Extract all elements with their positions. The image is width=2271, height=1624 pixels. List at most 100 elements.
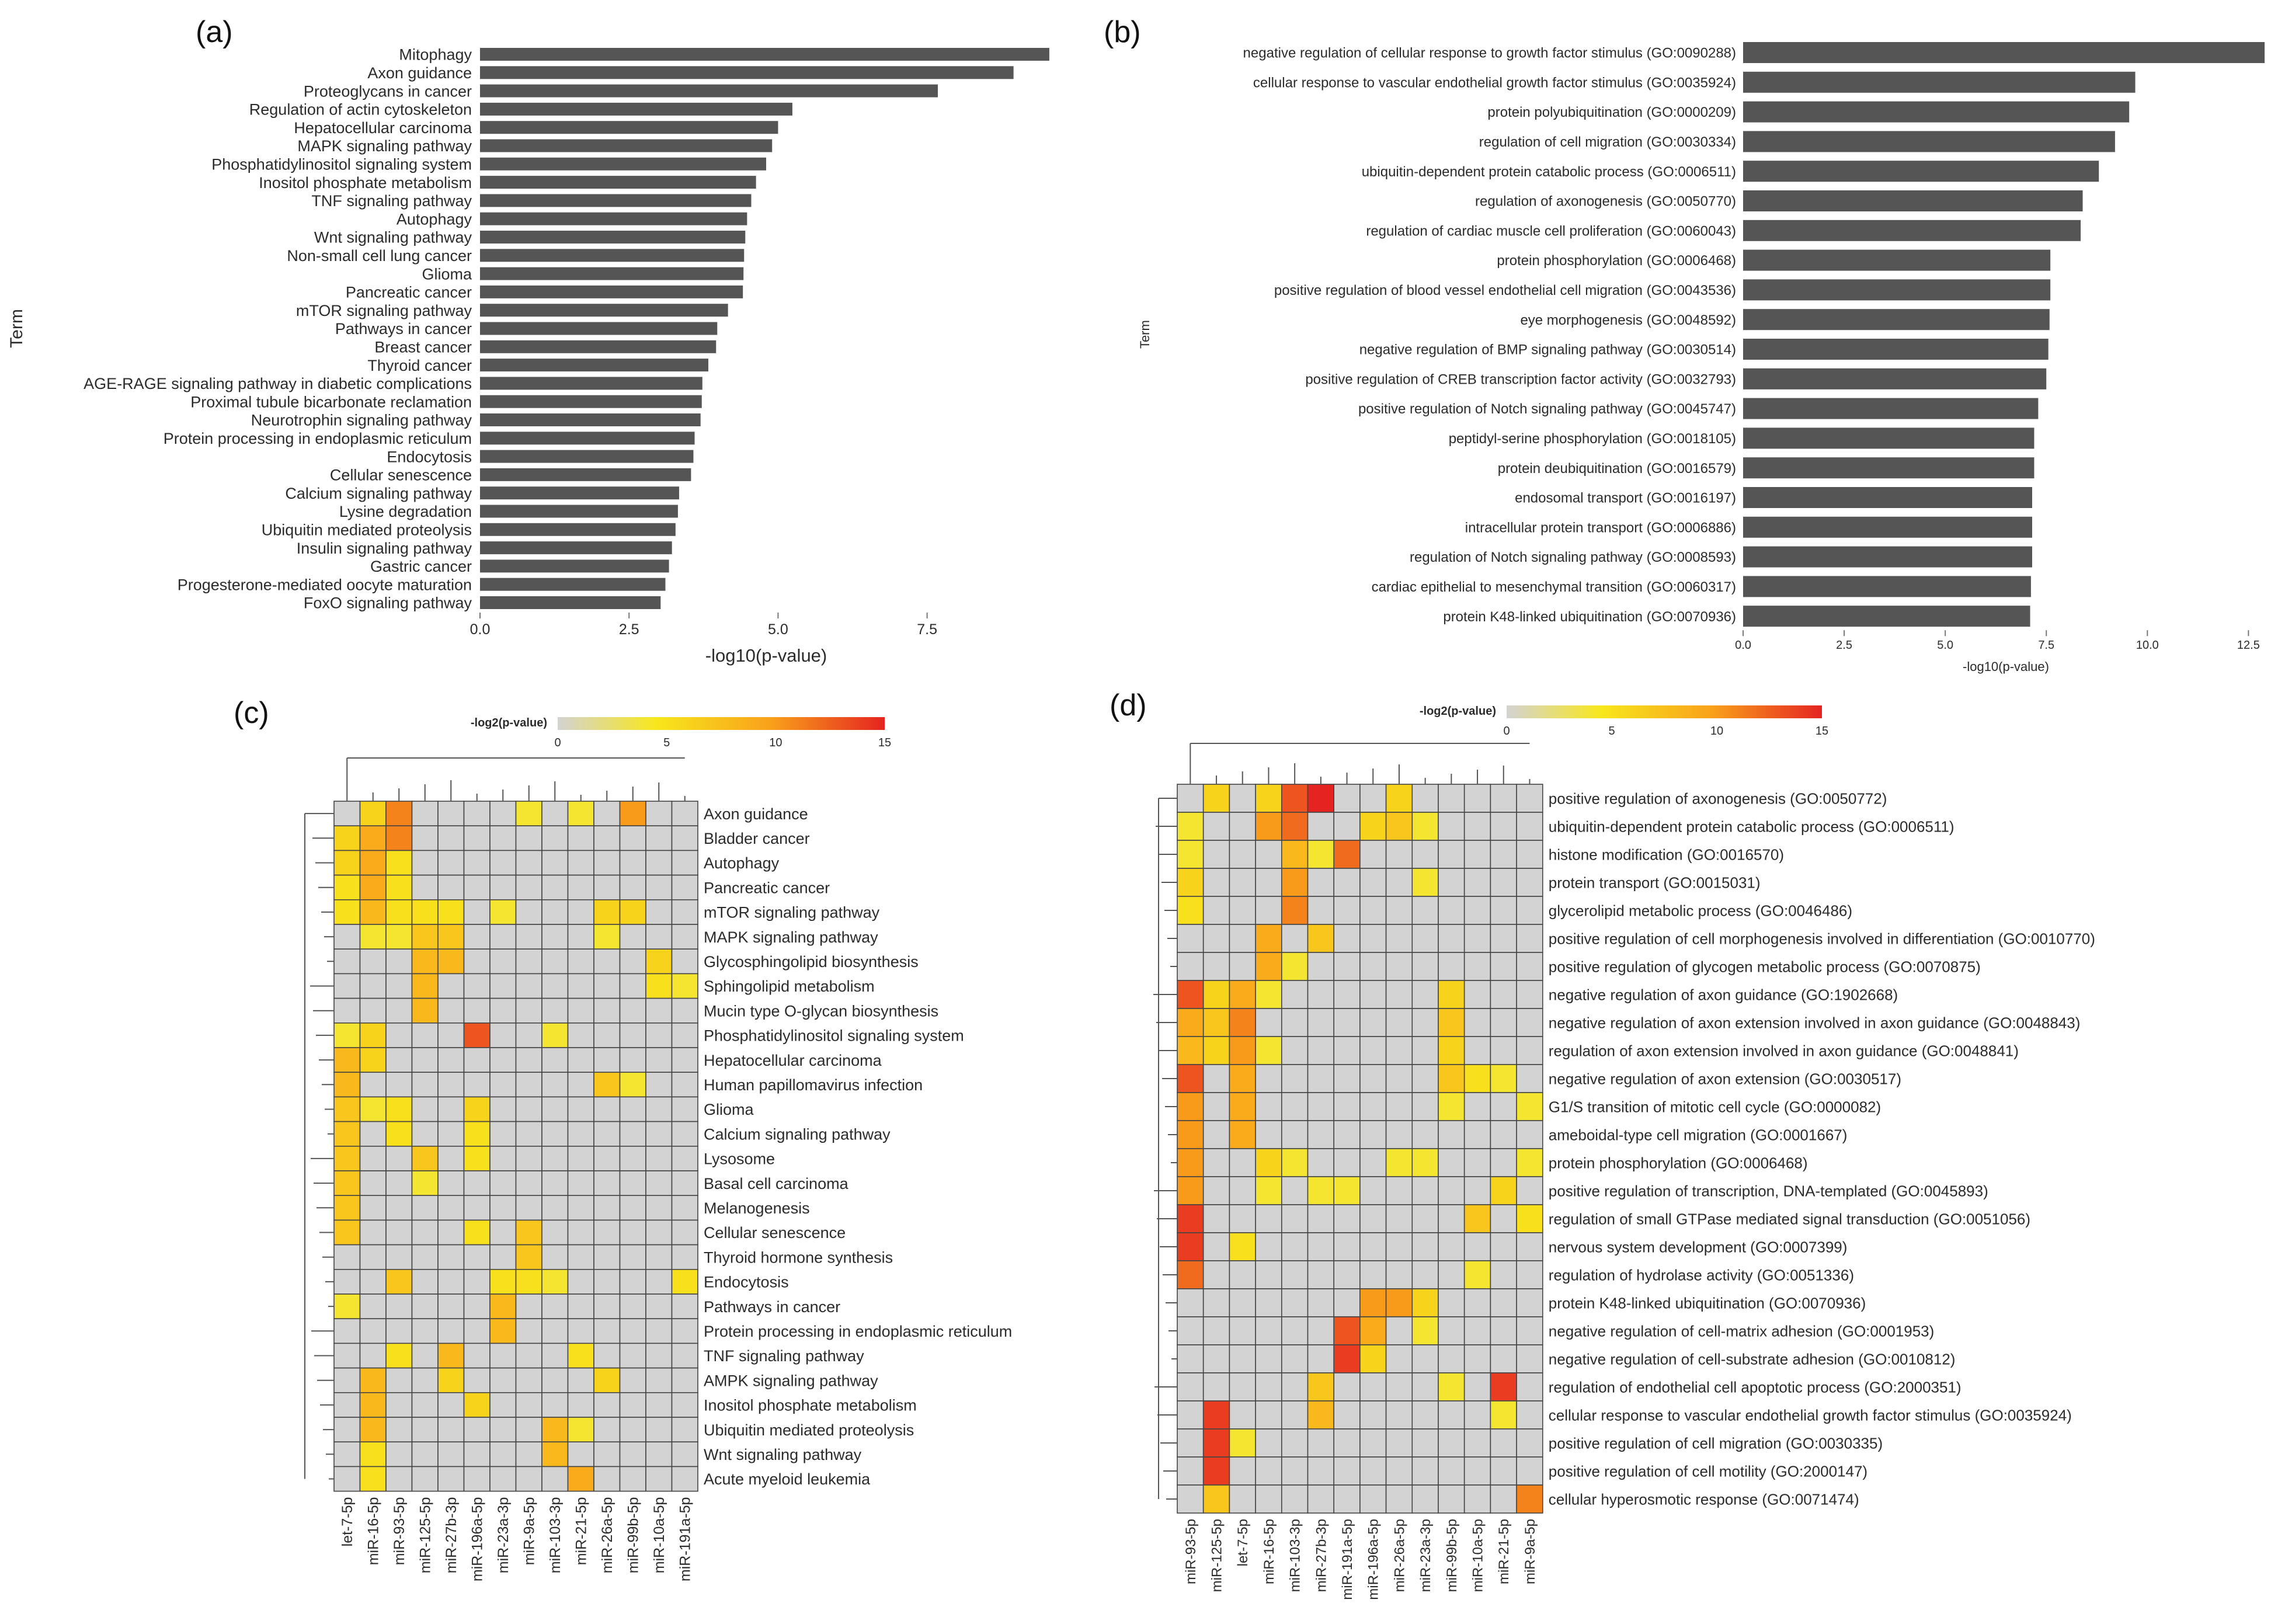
- bar-a-12: [480, 249, 745, 262]
- heat-cell-d-r8-c13: [1490, 980, 1517, 1009]
- heat-cell-d-r21-c4: [1255, 1344, 1282, 1373]
- col-label-d-8: miR-196a-5p: [1366, 1519, 1382, 1600]
- legend-tick-d-2: 5: [1608, 725, 1615, 738]
- heat-cell-c-r14-c6: [463, 1121, 491, 1147]
- heat-cell-c-r3-c10: [567, 850, 594, 876]
- heat-cell-c-r20-c3: [385, 1269, 413, 1295]
- heat-cell-d-r22-c13: [1490, 1372, 1517, 1402]
- heat-cell-d-r10-c6: [1307, 1036, 1335, 1065]
- heat-cell-c-r16-c4: [411, 1170, 439, 1197]
- heat-cell-d-r8-c10: [1411, 980, 1439, 1009]
- heat-cell-c-r6-c1: [333, 924, 361, 950]
- heat-cell-d-r8-c4: [1255, 980, 1282, 1009]
- x-axis-label-a: -log10(p-value): [705, 645, 827, 666]
- heat-cell-c-r17-c14: [671, 1195, 698, 1221]
- heat-cell-c-r20-c12: [619, 1269, 646, 1295]
- col-label-d-1: miR-93-5p: [1183, 1519, 1199, 1584]
- heat-cell-c-r12-c6: [463, 1072, 491, 1098]
- heat-cell-c-r13-c5: [437, 1096, 465, 1122]
- row-label-d-19: protein K48-linked ubiquitination (GO:00…: [1549, 1294, 1866, 1312]
- term-label-a-29: Gastric cancer: [370, 558, 472, 575]
- col-label-c-2: miR-16-5p: [366, 1497, 382, 1566]
- heat-cell-d-r22-c12: [1463, 1372, 1491, 1402]
- heat-cell-c-r8-c1: [333, 973, 361, 999]
- heat-cell-d-r25-c13: [1490, 1456, 1517, 1486]
- heat-cell-c-r5-c3: [385, 899, 413, 925]
- row-label-c-9: Mucin type O-glycan biosynthesis: [704, 1002, 938, 1020]
- heat-cell-d-r16-c7: [1333, 1204, 1361, 1233]
- heat-cell-d-r5-c6: [1307, 896, 1335, 925]
- heat-cell-c-r18-c10: [567, 1219, 594, 1246]
- heat-cell-d-r5-c3: [1229, 896, 1256, 925]
- heat-cell-c-r28-c14: [671, 1466, 698, 1492]
- heat-cell-d-r15-c9: [1385, 1176, 1413, 1205]
- row-label-d-24: positive regulation of cell migration (G…: [1549, 1434, 1883, 1452]
- heat-cell-d-r13-c4: [1255, 1120, 1282, 1149]
- heat-cell-c-r16-c14: [671, 1170, 698, 1197]
- heat-cell-d-r19-c7: [1333, 1288, 1361, 1317]
- heat-cell-c-r5-c13: [645, 899, 673, 925]
- heat-cell-d-r9-c13: [1490, 1008, 1517, 1037]
- heat-cell-d-r5-c1: [1177, 896, 1204, 925]
- heat-cell-d-r3-c5: [1281, 840, 1309, 869]
- heat-cell-c-r23-c13: [645, 1343, 673, 1369]
- term-label-a-2: Axon guidance: [367, 64, 472, 82]
- heat-cell-c-r18-c6: [463, 1219, 491, 1246]
- heat-cell-c-r22-c4: [411, 1318, 439, 1344]
- heat-cell-d-r18-c3: [1229, 1260, 1256, 1289]
- heat-cell-c-r27-c1: [333, 1441, 361, 1467]
- heat-cell-d-r12-c3: [1229, 1092, 1256, 1121]
- term-label-a-7: Phosphatidylinositol signaling system: [211, 156, 472, 173]
- heat-cell-d-r1-c9: [1385, 784, 1413, 813]
- heat-cell-d-r7-c6: [1307, 952, 1335, 981]
- heat-cell-d-r25-c7: [1333, 1456, 1361, 1486]
- term-label-a-14: Pancreatic cancer: [346, 284, 472, 301]
- heat-cell-d-r11-c9: [1385, 1064, 1413, 1093]
- term-label-b-19: cardiac epithelial to mesenchymal transi…: [1372, 579, 1736, 595]
- heat-cell-c-r18-c12: [619, 1219, 646, 1246]
- bar-b-15: [1743, 457, 2034, 479]
- heat-cell-c-r10-c10: [567, 1023, 594, 1048]
- heat-cell-d-r14-c12: [1463, 1148, 1491, 1177]
- heat-cell-d-r11-c3: [1229, 1064, 1256, 1093]
- heat-cell-c-r4-c3: [385, 874, 413, 900]
- heat-cell-c-r12-c10: [567, 1072, 594, 1098]
- heat-cell-c-r27-c4: [411, 1441, 439, 1467]
- panel-label-d: (d): [1110, 688, 1147, 722]
- heat-cell-d-r18-c9: [1385, 1260, 1413, 1289]
- term-label-a-15: mTOR signaling pathway: [296, 302, 472, 319]
- heat-cell-d-r10-c4: [1255, 1036, 1282, 1065]
- row-label-d-15: positive regulation of transcription, DN…: [1549, 1182, 1988, 1199]
- heat-cell-c-r25-c14: [671, 1392, 698, 1418]
- heat-cell-c-r10-c12: [619, 1023, 646, 1048]
- heat-cell-c-r4-c9: [541, 874, 569, 900]
- row-label-d-21: negative regulation of cell-substrate ad…: [1549, 1350, 1956, 1368]
- heat-cell-d-r25-c5: [1281, 1456, 1309, 1486]
- heat-cell-d-r2-c4: [1255, 812, 1282, 841]
- term-label-b-12: positive regulation of CREB transcriptio…: [1305, 371, 1736, 387]
- heat-cell-c-r22-c12: [619, 1318, 646, 1344]
- heat-cell-c-r21-c11: [593, 1293, 621, 1320]
- heat-cell-c-r19-c2: [359, 1244, 387, 1270]
- heat-cell-c-r17-c1: [333, 1195, 361, 1221]
- heat-cell-c-r9-c2: [359, 997, 387, 1024]
- panel-label-c: (c): [234, 696, 269, 730]
- col-label-c-11: miR-26a-5p: [599, 1497, 615, 1574]
- heat-cell-d-r1-c6: [1307, 784, 1335, 813]
- heat-cell-c-r13-c14: [671, 1096, 698, 1122]
- heat-cell-c-r1-c6: [463, 801, 491, 827]
- heat-cell-d-r4-c13: [1490, 868, 1517, 897]
- heat-cell-d-r4-c2: [1202, 868, 1230, 897]
- heat-cell-d-r12-c2: [1202, 1092, 1230, 1121]
- heat-cell-d-r22-c8: [1359, 1372, 1387, 1402]
- heat-cell-c-r2-c11: [593, 825, 621, 851]
- heat-cell-d-r2-c5: [1281, 812, 1309, 841]
- heat-cell-c-r13-c3: [385, 1096, 413, 1122]
- heat-cell-d-r17-c2: [1202, 1232, 1230, 1261]
- heat-cell-c-r4-c4: [411, 874, 439, 900]
- heat-cell-d-r8-c3: [1229, 980, 1256, 1009]
- x-tick-label-b-5: 10.0: [2136, 639, 2159, 652]
- heat-cell-d-r13-c6: [1307, 1120, 1335, 1149]
- term-label-a-3: Proteoglycans in cancer: [304, 82, 472, 100]
